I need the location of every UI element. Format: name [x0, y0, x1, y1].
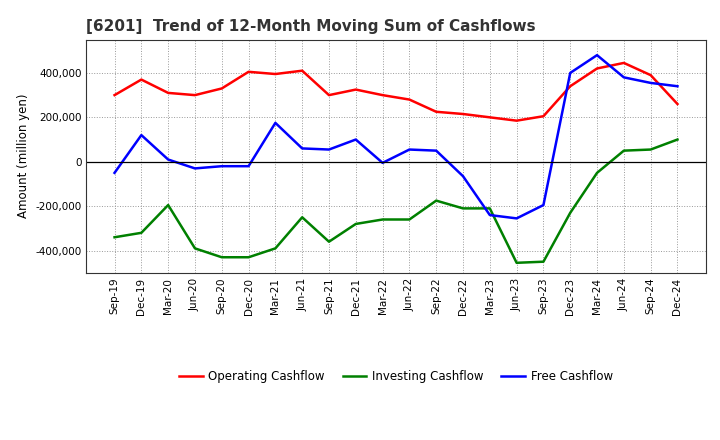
Line: Investing Cashflow: Investing Cashflow: [114, 139, 678, 263]
Investing Cashflow: [298, 215, 307, 220]
Operating Cashflow: [405, 97, 414, 102]
Investing Cashflow: [485, 206, 494, 211]
Operating Cashflow: [619, 60, 628, 66]
Line: Free Cashflow: Free Cashflow: [114, 55, 678, 218]
Text: [6201]  Trend of 12-Month Moving Sum of Cashflows: [6201] Trend of 12-Month Moving Sum of C…: [86, 19, 536, 34]
Operating Cashflow: [298, 68, 307, 73]
Investing Cashflow: [271, 246, 279, 251]
Operating Cashflow: [164, 90, 173, 95]
Free Cashflow: [244, 164, 253, 169]
Free Cashflow: [673, 84, 682, 89]
Free Cashflow: [164, 157, 173, 162]
Operating Cashflow: [244, 69, 253, 74]
Operating Cashflow: [459, 111, 467, 117]
Free Cashflow: [271, 120, 279, 125]
Operating Cashflow: [539, 114, 548, 119]
Free Cashflow: [351, 137, 360, 142]
Operating Cashflow: [593, 66, 601, 71]
Investing Cashflow: [351, 221, 360, 227]
Line: Operating Cashflow: Operating Cashflow: [114, 63, 678, 121]
Free Cashflow: [405, 147, 414, 152]
Operating Cashflow: [647, 73, 655, 78]
Investing Cashflow: [647, 147, 655, 152]
Operating Cashflow: [432, 109, 441, 114]
Investing Cashflow: [459, 206, 467, 211]
Investing Cashflow: [405, 217, 414, 222]
Operating Cashflow: [351, 87, 360, 92]
Investing Cashflow: [619, 148, 628, 153]
Operating Cashflow: [566, 84, 575, 89]
Free Cashflow: [459, 173, 467, 179]
Free Cashflow: [378, 160, 387, 165]
Y-axis label: Amount (million yen): Amount (million yen): [17, 94, 30, 218]
Investing Cashflow: [593, 170, 601, 176]
Investing Cashflow: [244, 255, 253, 260]
Investing Cashflow: [325, 239, 333, 244]
Investing Cashflow: [513, 260, 521, 265]
Free Cashflow: [298, 146, 307, 151]
Legend: Operating Cashflow, Investing Cashflow, Free Cashflow: Operating Cashflow, Investing Cashflow, …: [174, 366, 618, 388]
Free Cashflow: [325, 147, 333, 152]
Investing Cashflow: [539, 259, 548, 264]
Investing Cashflow: [217, 255, 226, 260]
Free Cashflow: [137, 132, 145, 138]
Free Cashflow: [110, 170, 119, 176]
Investing Cashflow: [137, 230, 145, 235]
Operating Cashflow: [673, 101, 682, 106]
Free Cashflow: [619, 75, 628, 80]
Free Cashflow: [539, 202, 548, 208]
Operating Cashflow: [513, 118, 521, 123]
Free Cashflow: [647, 80, 655, 85]
Operating Cashflow: [217, 86, 226, 91]
Free Cashflow: [485, 213, 494, 218]
Operating Cashflow: [378, 92, 387, 98]
Investing Cashflow: [110, 235, 119, 240]
Operating Cashflow: [325, 92, 333, 98]
Free Cashflow: [566, 70, 575, 76]
Investing Cashflow: [432, 198, 441, 203]
Free Cashflow: [217, 164, 226, 169]
Free Cashflow: [593, 52, 601, 58]
Free Cashflow: [432, 148, 441, 153]
Investing Cashflow: [378, 217, 387, 222]
Operating Cashflow: [110, 92, 119, 98]
Investing Cashflow: [673, 137, 682, 142]
Operating Cashflow: [271, 71, 279, 77]
Investing Cashflow: [191, 246, 199, 251]
Free Cashflow: [513, 216, 521, 221]
Operating Cashflow: [485, 115, 494, 120]
Operating Cashflow: [191, 92, 199, 98]
Investing Cashflow: [566, 210, 575, 216]
Operating Cashflow: [137, 77, 145, 82]
Investing Cashflow: [164, 202, 173, 208]
Free Cashflow: [191, 166, 199, 171]
